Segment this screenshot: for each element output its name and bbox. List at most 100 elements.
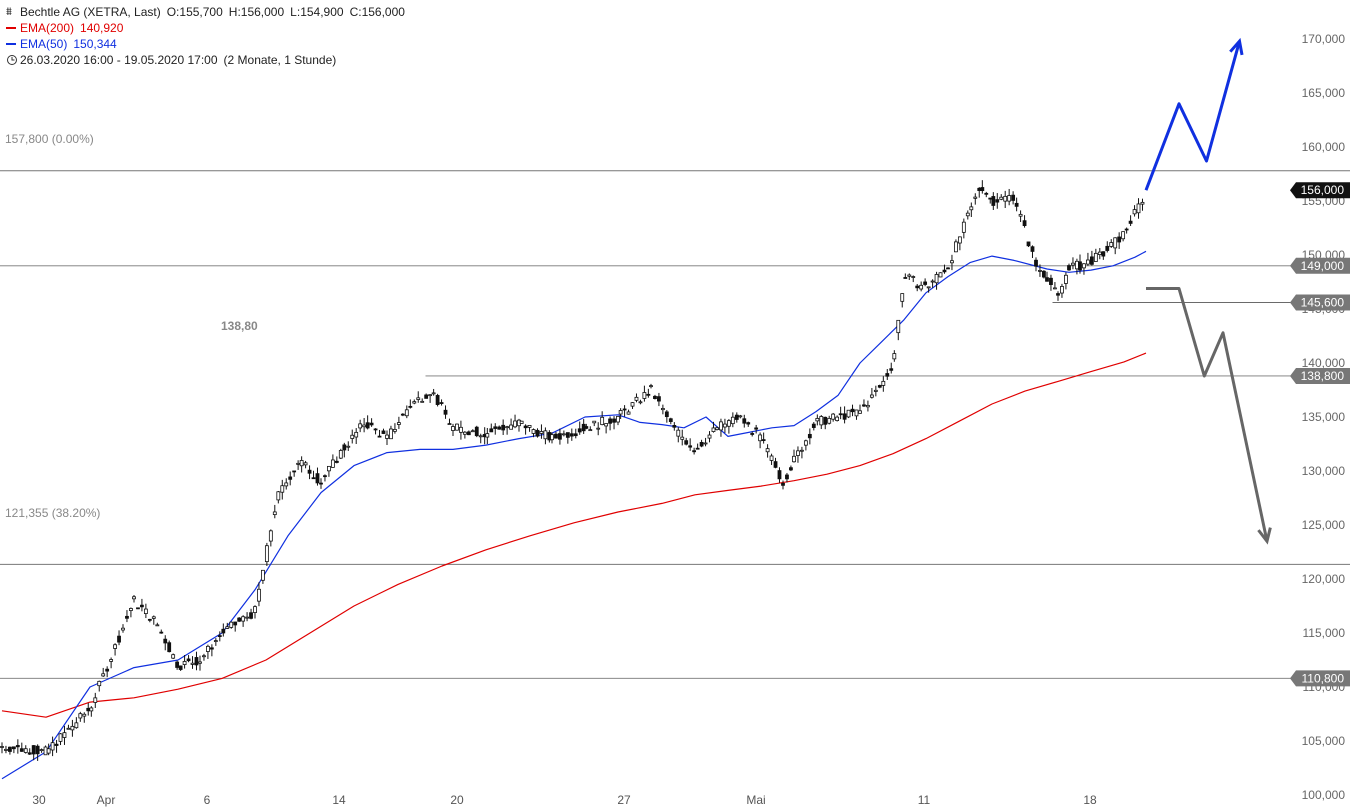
candle-body bbox=[684, 440, 689, 445]
candle-body bbox=[1045, 277, 1049, 282]
candle-body bbox=[634, 396, 639, 401]
candle-body bbox=[926, 286, 931, 289]
candle-body bbox=[431, 392, 436, 395]
candle-body bbox=[296, 462, 301, 465]
candle-body bbox=[846, 409, 851, 418]
x-tick-label: 14 bbox=[332, 793, 346, 807]
candle-body bbox=[303, 462, 308, 466]
candle-body bbox=[1022, 220, 1027, 227]
candle-body bbox=[803, 440, 808, 446]
candle-body bbox=[1049, 277, 1053, 285]
candle-body bbox=[404, 409, 409, 417]
candle-body bbox=[642, 392, 647, 399]
candle-body bbox=[489, 428, 494, 433]
candle-body bbox=[915, 285, 920, 289]
candle-body bbox=[584, 426, 589, 429]
candle-body bbox=[789, 467, 793, 471]
candle-body bbox=[896, 319, 901, 334]
candle-body bbox=[412, 401, 417, 404]
candle-body bbox=[178, 665, 183, 670]
candle-body bbox=[497, 426, 502, 430]
candle-body bbox=[980, 187, 985, 192]
x-tick-label: 30 bbox=[32, 793, 46, 807]
candle-body bbox=[280, 485, 285, 493]
y-tick-label: 130,000 bbox=[1302, 464, 1346, 478]
candle-body bbox=[954, 241, 958, 253]
candle-body bbox=[612, 418, 616, 423]
candle-body bbox=[276, 491, 281, 501]
ema200-swatch bbox=[6, 27, 16, 29]
candle-body bbox=[175, 661, 180, 668]
clock-icon bbox=[7, 55, 17, 65]
candle-body bbox=[171, 654, 176, 659]
fib-0-label: 157,800 (0.00%) bbox=[5, 132, 94, 146]
candle-body bbox=[23, 748, 28, 753]
candle-body bbox=[1003, 195, 1008, 202]
candle-body bbox=[323, 475, 327, 478]
candle-body bbox=[807, 433, 812, 439]
candle-body bbox=[27, 752, 32, 755]
candle-body bbox=[858, 410, 862, 414]
candle-body bbox=[194, 657, 199, 666]
candle-body bbox=[1089, 256, 1094, 265]
candle-body bbox=[1030, 246, 1035, 252]
candle-body bbox=[206, 645, 210, 652]
candle-body bbox=[261, 569, 265, 581]
candle-body bbox=[393, 429, 397, 432]
low-value: 154,900 bbox=[300, 5, 344, 19]
level-price-tag: 110,800 bbox=[1302, 671, 1345, 685]
y-tick-label: 165,000 bbox=[1302, 86, 1346, 100]
candle-body bbox=[109, 659, 114, 662]
candle-body bbox=[892, 353, 897, 360]
legend-range-row: 26.03.2020 16:00 - 19.05.2020 17:00 (2 M… bbox=[6, 52, 405, 68]
candle-body bbox=[233, 621, 238, 626]
level-price-tag-bg bbox=[1290, 257, 1350, 274]
candle-body bbox=[159, 631, 164, 634]
candle-body bbox=[638, 401, 643, 404]
candle-body bbox=[1075, 260, 1079, 270]
candle-body bbox=[1086, 259, 1090, 265]
candle-body bbox=[1082, 263, 1086, 269]
candle-body bbox=[885, 373, 890, 377]
candle-body bbox=[758, 434, 763, 442]
open-value: 155,700 bbox=[179, 5, 223, 19]
ema200-layer bbox=[1, 352, 1147, 718]
bullish-scenario-arrow bbox=[1144, 40, 1241, 191]
ema50-value: 150,344 bbox=[73, 37, 117, 51]
candle-body bbox=[478, 435, 483, 438]
candle-body bbox=[831, 413, 836, 420]
candle-body bbox=[182, 661, 187, 665]
candle-body bbox=[723, 423, 727, 428]
ema200-label: EMA(200) bbox=[20, 21, 75, 35]
candle-body bbox=[400, 413, 405, 416]
candle-body bbox=[1140, 201, 1145, 205]
candle-body bbox=[604, 423, 609, 427]
candle-body bbox=[202, 655, 206, 658]
candle-body bbox=[101, 673, 106, 677]
x-tick-label: 18 bbox=[1083, 793, 1097, 807]
candle-body bbox=[338, 450, 343, 459]
candle-body bbox=[730, 416, 735, 425]
candle-body bbox=[35, 745, 40, 755]
level-price-tag-bg bbox=[1290, 670, 1350, 687]
last-price-tag-bg bbox=[1290, 182, 1350, 199]
candle-body bbox=[377, 435, 382, 438]
ema50-label: EMA(50) bbox=[20, 37, 68, 51]
y-tick-label: 120,000 bbox=[1302, 572, 1346, 586]
candle-body bbox=[1078, 261, 1082, 271]
candle-body bbox=[82, 713, 87, 717]
candle-body bbox=[592, 420, 597, 424]
candle-body bbox=[1007, 195, 1012, 202]
candle-body bbox=[660, 408, 665, 411]
candle-body bbox=[523, 425, 528, 429]
candle-body bbox=[1071, 262, 1075, 266]
candle-body bbox=[155, 624, 160, 627]
candle-body bbox=[221, 628, 226, 634]
close-value: 156,000 bbox=[361, 5, 405, 19]
candle-body bbox=[761, 439, 766, 441]
candle-body bbox=[15, 745, 20, 748]
candle-body bbox=[596, 427, 601, 430]
candle-body bbox=[350, 434, 355, 439]
candle-body bbox=[999, 196, 1004, 200]
